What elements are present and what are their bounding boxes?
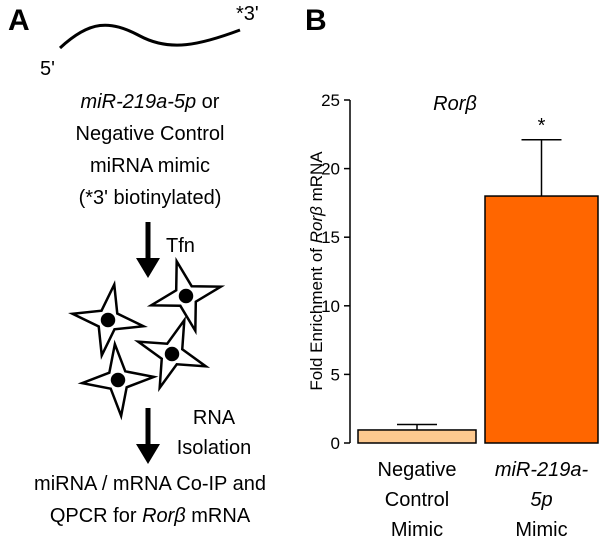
end-label: *3'	[236, 3, 259, 25]
step-label: Tfn	[166, 235, 195, 257]
text-segment: miRNA mimic	[90, 155, 210, 177]
text-line: QPCR for Rorβ mRNA	[50, 505, 251, 527]
text-segment: (*3' biotinylated)	[79, 187, 222, 209]
bar	[484, 195, 599, 444]
text-line: Negative Control	[76, 123, 225, 145]
text-line: (*3' biotinylated)	[79, 187, 222, 209]
text-line: miR-219a-5p or	[81, 91, 220, 113]
nucleus	[164, 346, 180, 362]
text-segment: Negative Control	[76, 123, 225, 145]
x-tick-label: miR-219a-	[495, 459, 589, 481]
x-tick-label: Negative	[378, 459, 457, 481]
text-segment: miR-219a-5p	[81, 91, 197, 113]
x-tick-label: Control	[385, 489, 449, 511]
arrow-head	[136, 444, 160, 464]
step-label: RNA	[193, 407, 236, 429]
y-tick-label: 25	[321, 91, 340, 110]
description: miR-219a-5p or Negative Control miRNA mimi…	[34, 91, 266, 527]
arrow-head	[136, 258, 160, 278]
text-segment: Rorβ	[142, 505, 186, 527]
step-label: Isolation	[177, 437, 252, 459]
chart: 0 5 10 15 20 25 Fold Enrichment of Rorβ mRNA Ne…	[307, 91, 599, 541]
y-tick-label: 10	[321, 297, 340, 316]
text-line: miRNA / mRNA Co-IP and	[34, 473, 266, 495]
text-line: Fold Enrichment of Rorβ mRNA	[307, 151, 326, 391]
panel-label: A	[8, 4, 30, 37]
bar	[357, 429, 477, 444]
cells	[68, 256, 226, 421]
nucleus	[178, 288, 194, 304]
significance: *	[538, 115, 546, 137]
rna-strand	[58, 23, 241, 50]
x-tick-label: Mimic	[391, 519, 443, 541]
y-tick-label: 5	[331, 365, 340, 384]
nucleus	[100, 312, 116, 328]
nucleus	[110, 372, 126, 388]
panel-label: B	[305, 4, 327, 37]
text-segment: miRNA / mRNA Co-IP and	[34, 473, 266, 495]
text-segment: QPCR for	[50, 505, 142, 527]
text-segment: mRNA	[307, 151, 326, 206]
end-label: 5'	[40, 58, 55, 80]
x-tick-label: Mimic	[515, 519, 567, 541]
chart-title: Rorβ	[433, 93, 477, 115]
y-tick-label: 15	[321, 228, 340, 247]
y-tick-label: 0	[331, 434, 340, 453]
y-tick-label: 20	[321, 160, 340, 179]
text-segment: mRNA	[186, 505, 251, 527]
text-segment: Rorβ	[307, 206, 326, 243]
text-line: miRNA mimic	[90, 155, 210, 177]
x-tick-label: 5p	[530, 489, 552, 511]
text-segment: or	[196, 91, 220, 113]
text-segment: Fold Enrichment of	[307, 243, 326, 390]
